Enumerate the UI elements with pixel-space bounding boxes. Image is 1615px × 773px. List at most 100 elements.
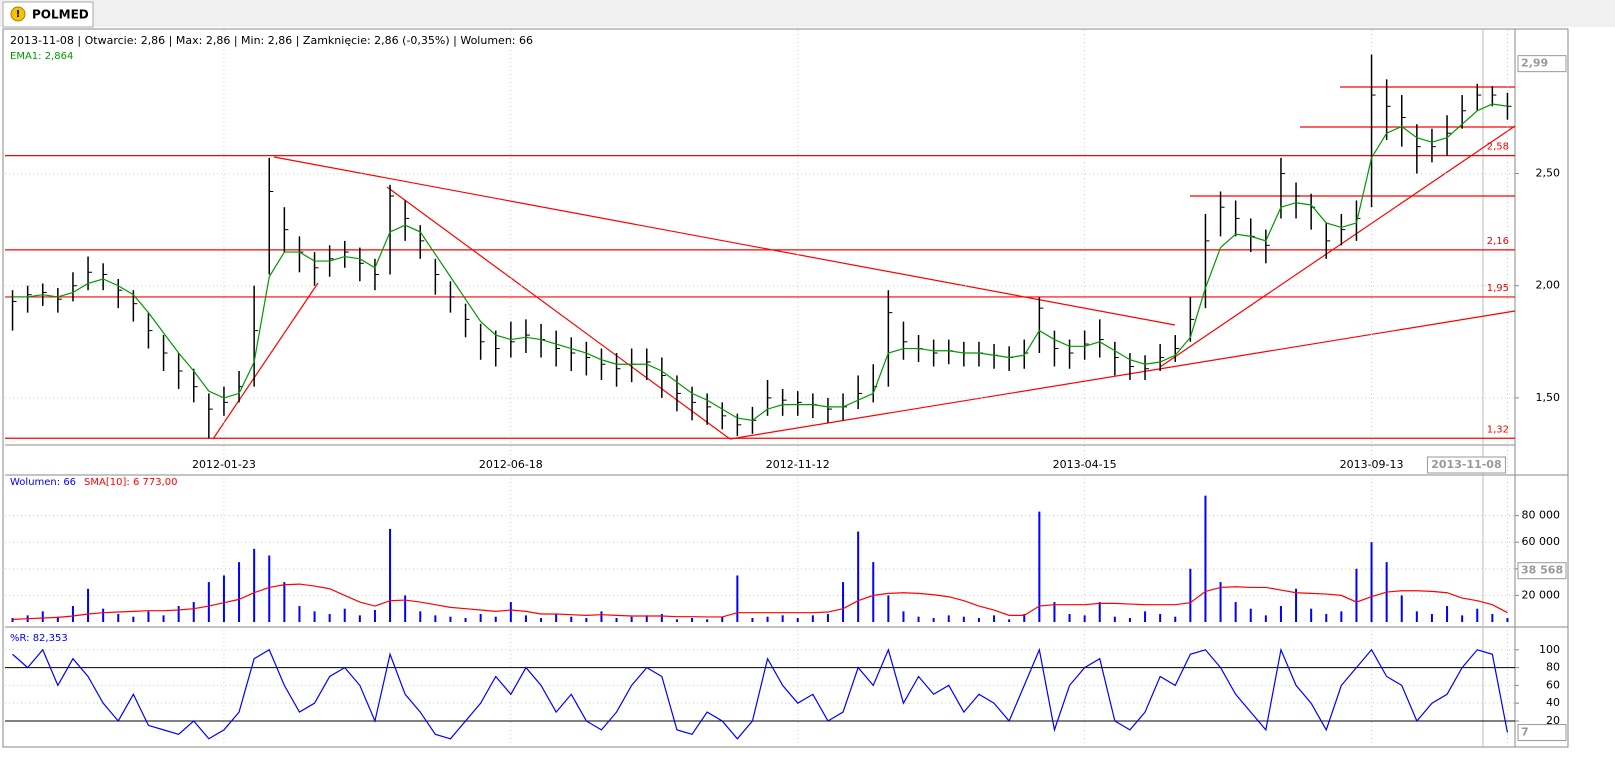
volume-bar bbox=[826, 614, 829, 622]
volume-bar bbox=[811, 615, 814, 622]
volume-bar bbox=[1430, 614, 1433, 622]
volume-bar bbox=[41, 611, 44, 622]
volume-bar bbox=[222, 575, 225, 622]
volume-bar bbox=[1295, 588, 1298, 622]
cursor-value-box bbox=[1517, 55, 1567, 73]
volume-bar bbox=[615, 618, 618, 622]
y-tick-label: 2,00 bbox=[1536, 279, 1561, 292]
volume-bar bbox=[1098, 602, 1101, 622]
y-tick-label: 60 000 bbox=[1522, 535, 1561, 548]
volume-bar bbox=[781, 615, 784, 622]
volume-bar bbox=[1159, 614, 1162, 622]
y-tick-label: 1,50 bbox=[1536, 391, 1561, 404]
volume-bar bbox=[962, 616, 965, 622]
volume-bar bbox=[313, 611, 316, 622]
volume-bar bbox=[373, 610, 376, 622]
volume-bar bbox=[630, 616, 633, 622]
volume-bar bbox=[1400, 595, 1403, 622]
volume-bar bbox=[1446, 606, 1449, 622]
volume-bar bbox=[555, 614, 558, 622]
volume-bar bbox=[147, 611, 150, 622]
volume-bar bbox=[1128, 618, 1131, 622]
volume-bar bbox=[691, 618, 694, 622]
volume-bar bbox=[162, 615, 165, 622]
volume-bar bbox=[449, 616, 452, 622]
volume-bar bbox=[464, 618, 467, 622]
volume-bar bbox=[1234, 602, 1237, 622]
volume-bar bbox=[1189, 568, 1192, 622]
series-line bbox=[12, 103, 1508, 421]
volume-bar bbox=[238, 562, 241, 622]
legend-entry: EMA1: 2,864 bbox=[10, 51, 73, 62]
series-line bbox=[12, 583, 1508, 620]
volume-bar bbox=[1174, 616, 1177, 622]
volume-bar bbox=[675, 619, 678, 622]
volume-bar bbox=[540, 618, 543, 622]
volume-bar bbox=[977, 618, 980, 622]
volume-bar bbox=[358, 615, 361, 622]
volume-bar bbox=[1340, 611, 1343, 622]
trend-line bbox=[729, 310, 1516, 440]
volume-bar bbox=[796, 618, 799, 622]
cursor-value: 38 568 bbox=[1521, 564, 1563, 577]
volume-bar bbox=[71, 606, 74, 622]
y-tick-label: 20 000 bbox=[1522, 588, 1561, 601]
volume-bar bbox=[87, 588, 90, 622]
volume-bar bbox=[207, 582, 210, 622]
series-line bbox=[12, 647, 1509, 740]
cursor-date-box bbox=[1426, 456, 1506, 474]
volume-bar bbox=[524, 615, 527, 622]
volume-bar bbox=[993, 615, 996, 622]
y-tick-label: 80 bbox=[1546, 661, 1560, 674]
chart-frame bbox=[2, 28, 1569, 748]
drawings bbox=[212, 86, 1516, 440]
volume-bar bbox=[177, 606, 180, 622]
volume-bar bbox=[1068, 614, 1071, 622]
x-tick-label: 2012-11-12 bbox=[766, 458, 830, 471]
volume-bar bbox=[509, 602, 512, 622]
volume-bar bbox=[1279, 606, 1282, 622]
volume-bar bbox=[932, 618, 935, 622]
volume-bar bbox=[1053, 602, 1056, 622]
volume-bar bbox=[1144, 611, 1147, 622]
cursor-value: 2,99 bbox=[1521, 57, 1548, 70]
legend-entry: SMA[10]: 6 773,00 bbox=[84, 477, 177, 488]
volume-bar bbox=[1023, 614, 1026, 622]
x-tick-label: 2012-06-18 bbox=[479, 458, 543, 471]
volume-bar bbox=[1264, 615, 1267, 622]
trend-line bbox=[1159, 125, 1516, 368]
cursor-value-box bbox=[1517, 562, 1567, 580]
y-tick-label: 2,50 bbox=[1536, 167, 1561, 180]
volume-bar bbox=[328, 614, 331, 622]
volume-bar bbox=[1370, 542, 1373, 622]
level-label: 2,16 bbox=[1487, 236, 1509, 247]
y-tick-label: 100 bbox=[1539, 643, 1560, 656]
volume-bar bbox=[298, 606, 301, 622]
volume-bar bbox=[887, 595, 890, 622]
x-tick-label: 2013-09-13 bbox=[1340, 458, 1404, 471]
level-label: 2,58 bbox=[1487, 142, 1509, 153]
volume-bar bbox=[1113, 616, 1116, 622]
volume-bar bbox=[1083, 615, 1086, 622]
volume-bar bbox=[404, 595, 407, 622]
volume-bar bbox=[1461, 615, 1464, 622]
volume-bar bbox=[1310, 608, 1313, 622]
trend-line bbox=[212, 282, 319, 440]
cursor-value-box bbox=[1517, 724, 1567, 742]
tab-label[interactable]: POLMED bbox=[32, 8, 89, 22]
volume-bar bbox=[1476, 608, 1479, 622]
quote-info: 2013-11-08 | Otwarcie: 2,86 | Max: 2,86 … bbox=[10, 34, 533, 47]
volume-bar bbox=[585, 618, 588, 622]
volume-bar bbox=[102, 608, 105, 622]
tab-icon-mark: ! bbox=[16, 9, 21, 20]
cursor-date: 2013-11-08 bbox=[1431, 458, 1501, 471]
volume-bar bbox=[494, 616, 497, 622]
volume-bar bbox=[1415, 611, 1418, 622]
volume-bar bbox=[343, 608, 346, 622]
volume-bar bbox=[56, 616, 59, 622]
volume-bar bbox=[857, 531, 860, 622]
volume-bar bbox=[268, 555, 271, 622]
tab-icon bbox=[10, 6, 26, 22]
